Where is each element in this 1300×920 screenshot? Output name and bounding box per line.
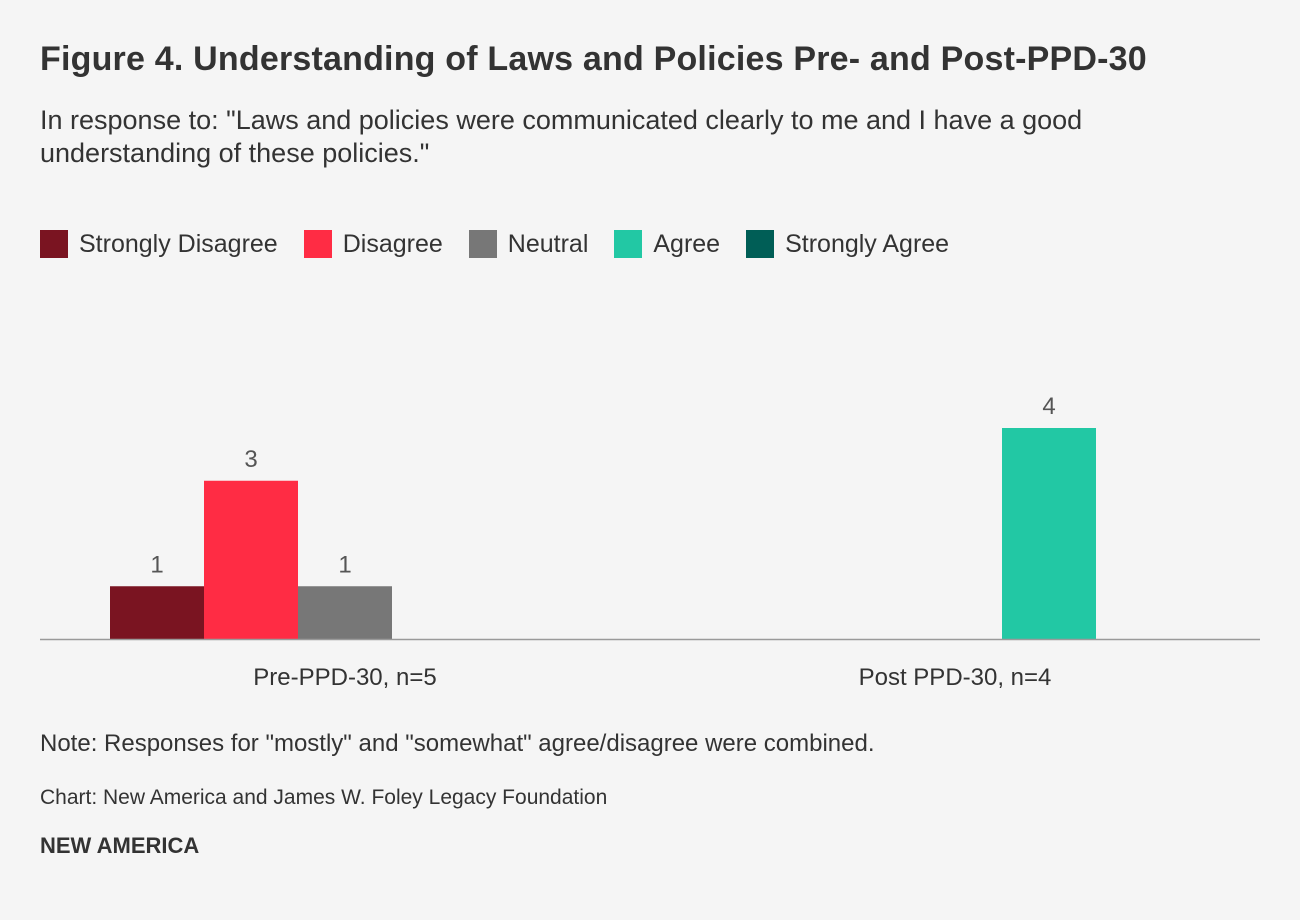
x-tick-label-1: Post PPD-30, n=4 xyxy=(859,664,1052,691)
legend: Strongly Disagree Disagree Neutral Agree… xyxy=(40,228,975,260)
legend-label-neutral: Neutral xyxy=(507,229,589,258)
data-label-disagree-0: 3 xyxy=(244,446,257,473)
chart-source: Chart: New America and James W. Foley Le… xyxy=(40,786,608,809)
legend-swatch-neutral xyxy=(468,230,497,258)
bar-disagree-0 xyxy=(204,480,298,639)
legend-label-strongly-agree: Strongly Agree xyxy=(785,229,950,258)
bar-chart: 1 3 1 Pre-PPD-30, n=5 4 Post PPD-30, n=4 xyxy=(40,393,1260,691)
legend-label-strongly-disagree: Strongly Disagree xyxy=(79,229,278,258)
legend-item-agree: Agree xyxy=(614,230,720,259)
bar-agree-1 xyxy=(1002,428,1096,639)
brand-wordmark: NEW AMERICA xyxy=(40,833,200,858)
legend-label-disagree: Disagree xyxy=(342,229,443,258)
legend-item-disagree: Disagree xyxy=(303,229,443,259)
data-label-strongly-disagree-0: 1 xyxy=(150,551,163,578)
data-label-neutral-0: 1 xyxy=(338,551,351,578)
x-tick-label-0: Pre-PPD-30, n=5 xyxy=(253,664,436,691)
legend-swatch-strongly-disagree xyxy=(40,230,68,258)
chart-title: Figure 4. Understanding of Laws and Poli… xyxy=(40,40,1147,78)
legend-item-strongly-disagree: Strongly Disagree xyxy=(40,230,278,259)
legend-swatch-strongly-agree xyxy=(746,230,775,258)
bar-strongly-disagree-0 xyxy=(110,586,204,639)
legend-item-strongly-agree: Strongly Agree xyxy=(746,230,949,259)
chart-note: Note: Responses for "mostly" and "somewh… xyxy=(40,730,875,757)
bar-neutral-0 xyxy=(298,586,392,639)
legend-item-neutral: Neutral xyxy=(468,229,589,259)
legend-swatch-disagree xyxy=(303,230,332,258)
data-label-agree-1: 4 xyxy=(1042,393,1055,420)
chart-subtitle: In response to: "Laws and policies were … xyxy=(40,105,1083,168)
legend-label-agree: Agree xyxy=(653,229,721,258)
legend-swatch-agree xyxy=(614,230,643,258)
